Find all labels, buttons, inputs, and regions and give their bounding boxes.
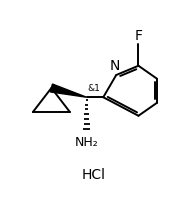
Text: F: F — [134, 29, 143, 43]
Text: &1: &1 — [88, 84, 100, 93]
Text: NH₂: NH₂ — [75, 136, 99, 149]
Polygon shape — [50, 84, 87, 97]
Text: HCl: HCl — [82, 168, 106, 182]
Text: N: N — [109, 59, 120, 73]
